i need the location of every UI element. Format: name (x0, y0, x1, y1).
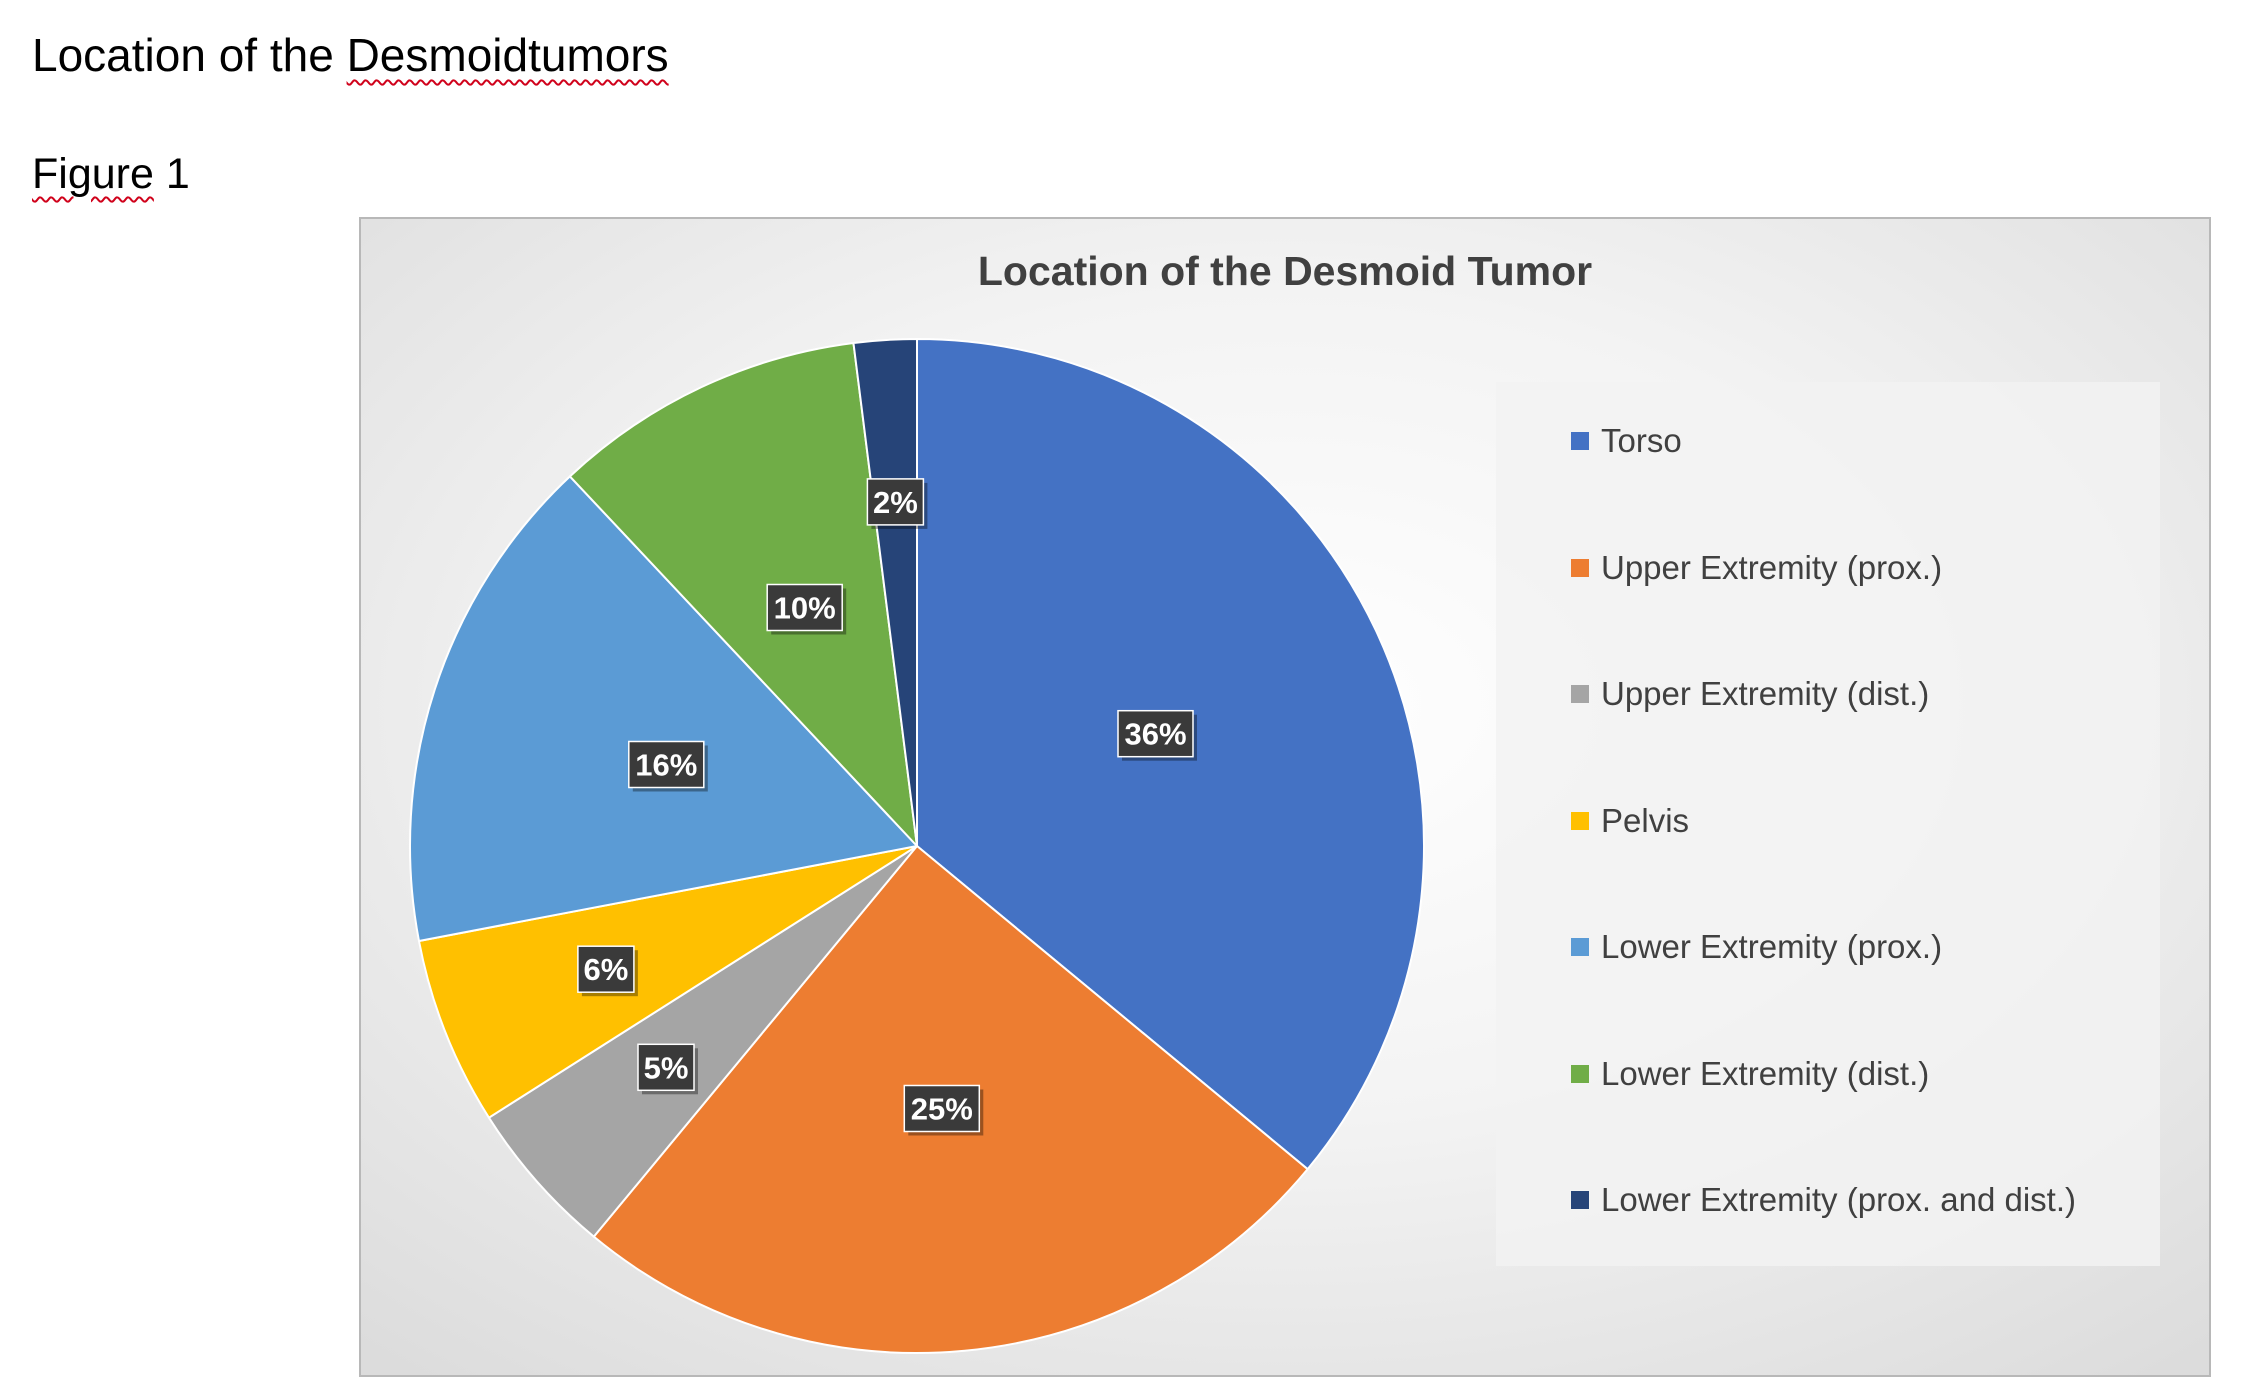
data-label-text: 5% (644, 1050, 689, 1085)
data-label-upper-extremity-dist: 5% (637, 1043, 698, 1095)
legend-label: Lower Extremity (prox. and dist.) (1601, 1181, 2076, 1218)
figure-label-number: 1 (153, 150, 190, 198)
data-label-lower-extremity-prox: 16% (628, 740, 708, 792)
data-label-upper-extremity-prox: 25% (903, 1084, 984, 1136)
legend-label: Lower Extremity (prox.) (1601, 928, 1943, 965)
data-label-torso: 36% (1117, 709, 1197, 761)
figure-label-word: Figure (32, 150, 154, 198)
legend-swatch (1571, 1064, 1589, 1083)
legend-label: Upper Extremity (prox.) (1601, 548, 1943, 586)
data-label-box (628, 740, 705, 789)
legend-swatch (1571, 685, 1589, 703)
legend-swatch (1571, 1191, 1589, 1209)
legend-swatch (1571, 558, 1589, 577)
chart-legend: Torso Upper Extremity (prox.) Upper Extrem… (1496, 382, 2160, 1266)
pie-slice-lower-extremity-dist[interactable] (568, 342, 918, 847)
document-heading: Location of the Desmoidtumors (32, 24, 669, 86)
legend-item-lower-extremity-dist[interactable]: Lower Extremity (dist.) (1571, 1054, 1929, 1094)
data-label-lower-extremity-dist: 10% (766, 583, 847, 635)
legend-item-lower-extremity-prox[interactable]: Lower Extremity (prox.) (1571, 927, 1942, 967)
pie-slice-lower-extremity-prox-and-dist[interactable] (852, 338, 918, 847)
chart-title: Location of the Desmoid Tumor (977, 248, 1593, 294)
legend-label: Torso (1601, 422, 1682, 459)
data-label-box (766, 583, 843, 632)
pie-slice-upper-extremity-dist[interactable] (487, 845, 918, 1238)
pie-slice-lower-extremity-prox[interactable] (409, 475, 918, 942)
data-label-text: 16% (635, 748, 697, 783)
data-label-text: 36% (1124, 717, 1186, 752)
data-label-text: 25% (911, 1092, 973, 1127)
legend-swatch (1571, 938, 1589, 956)
chart-area[interactable]: Location of the Desmoid Tumor 36% 25% 5% 6%… (359, 217, 2211, 1377)
data-label-box (577, 945, 635, 993)
legend-swatch (1571, 811, 1589, 830)
data-label-lower-extremity-prox-and-dist: 2% (866, 478, 928, 529)
legend-swatch (1571, 432, 1589, 450)
data-label-box (637, 1043, 695, 1092)
legend-item-upper-extremity-prox[interactable]: Upper Extremity (prox.) (1571, 548, 1942, 588)
legend-label: Pelvis (1601, 801, 1690, 839)
heading-misspelled-word: Desmoidtumors (346, 29, 669, 81)
data-label-box (1117, 709, 1194, 758)
legend-item-torso[interactable]: Torso (1571, 421, 1682, 461)
legend-label: Lower Extremity (dist.) (1601, 1054, 1930, 1092)
data-label-box (866, 478, 925, 526)
data-label-text: 2% (873, 485, 918, 520)
data-label-text: 10% (774, 591, 836, 626)
data-label-pelvis: 6% (577, 945, 638, 997)
legend-item-upper-extremity-dist[interactable]: Upper Extremity (dist.) (1571, 674, 1929, 714)
figure-label: Figure 1 (32, 146, 190, 202)
legend-item-lower-extremity-prox-and-dist[interactable]: Lower Extremity (prox. and dist.) (1571, 1180, 2076, 1220)
heading-part-1: Location of the (32, 29, 347, 81)
pie-slice-pelvis[interactable] (417, 845, 918, 1119)
legend-label: Upper Extremity (dist.) (1601, 675, 1930, 712)
legend-item-pelvis[interactable]: Pelvis (1571, 801, 1689, 841)
data-label-box (903, 1084, 981, 1133)
data-label-text: 6% (583, 952, 628, 987)
pie-chart: 36% 25% 5% 6% 16% 10% 2% (409, 338, 1425, 1354)
